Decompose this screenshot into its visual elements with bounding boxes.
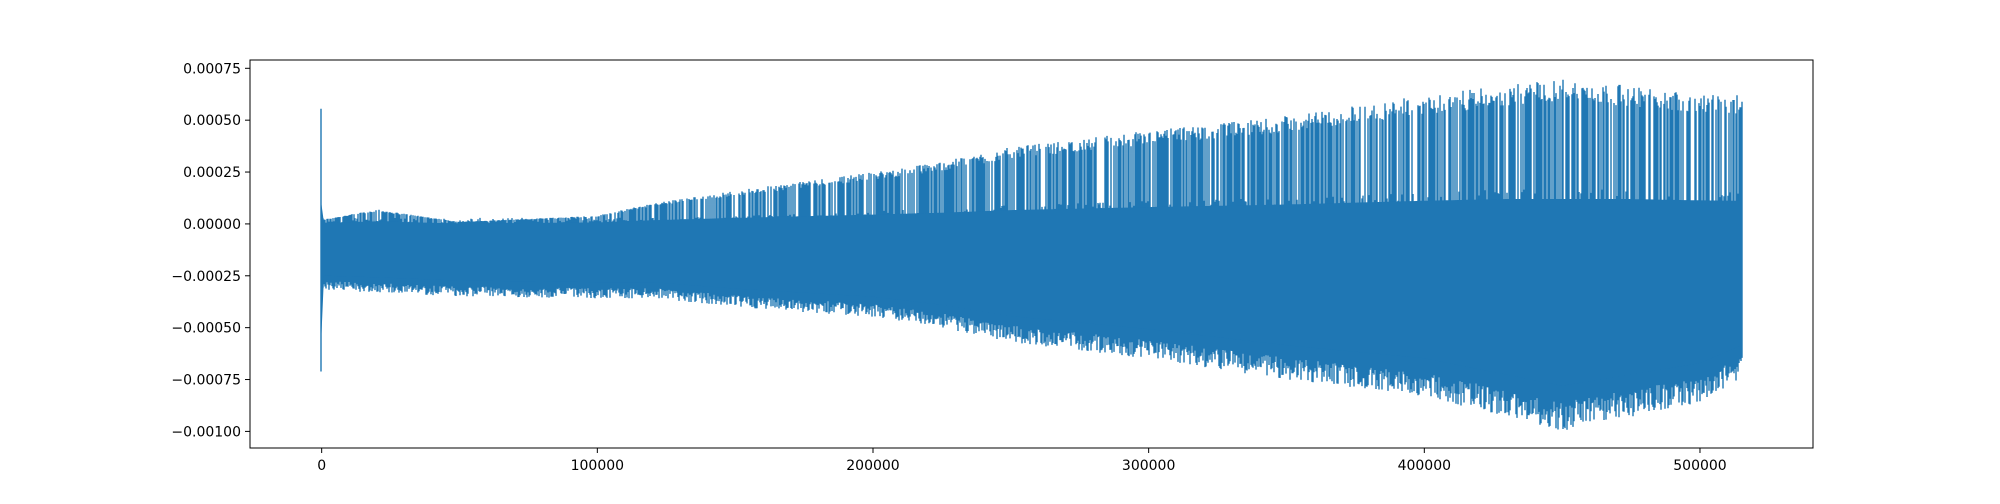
x-tick-label: 200000: [846, 458, 899, 474]
y-tick-label: −0.00025: [171, 269, 241, 285]
plot-area: [320, 79, 1743, 430]
x-tick-label: 300000: [1122, 458, 1175, 474]
y-tick-label: 0.00050: [183, 113, 241, 129]
x-tick-label: 0: [317, 458, 326, 474]
x-tick-label: 400000: [1398, 458, 1451, 474]
y-tick-label: 0.00025: [183, 165, 241, 181]
y-tick-label: −0.00075: [171, 373, 241, 389]
y-tick-label: 0.00075: [183, 61, 241, 77]
x-tick-label: 500000: [1673, 458, 1726, 474]
y-tick-label: −0.00050: [171, 321, 241, 337]
series-core-band-0: [321, 199, 1740, 386]
y-tick-label: 0.00000: [183, 217, 241, 233]
y-tick-label: −0.00100: [171, 424, 241, 440]
x-tick-label: 100000: [571, 458, 624, 474]
axes: 0 100000 200000 300000 400000 500000 0.00075 0.…: [171, 59, 1814, 474]
axes-frame: [249, 59, 1814, 449]
